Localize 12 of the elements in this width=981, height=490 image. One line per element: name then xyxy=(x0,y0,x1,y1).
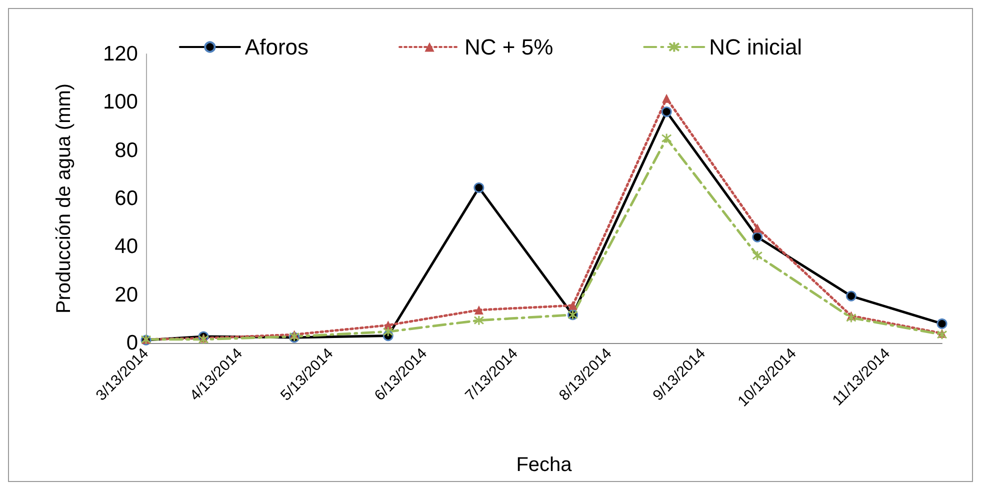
y-tick-label: 40 xyxy=(114,235,138,258)
legend-label: NC + 5% xyxy=(464,34,554,60)
y-tick-label: 0 xyxy=(126,332,138,354)
y-tick-label: 80 xyxy=(114,138,138,162)
y-tick-label: 100 xyxy=(102,90,138,114)
x-axis-title: Fecha xyxy=(516,454,573,476)
legend-label: NC inicial xyxy=(709,34,802,60)
y-tick-label: 60 xyxy=(114,187,138,210)
y-tick-label: 120 xyxy=(102,42,138,66)
y-tick-label: 20 xyxy=(114,283,138,306)
legend-label: Aforos xyxy=(244,34,309,60)
y-axis-title: Producción de agua (mm) xyxy=(53,83,75,314)
